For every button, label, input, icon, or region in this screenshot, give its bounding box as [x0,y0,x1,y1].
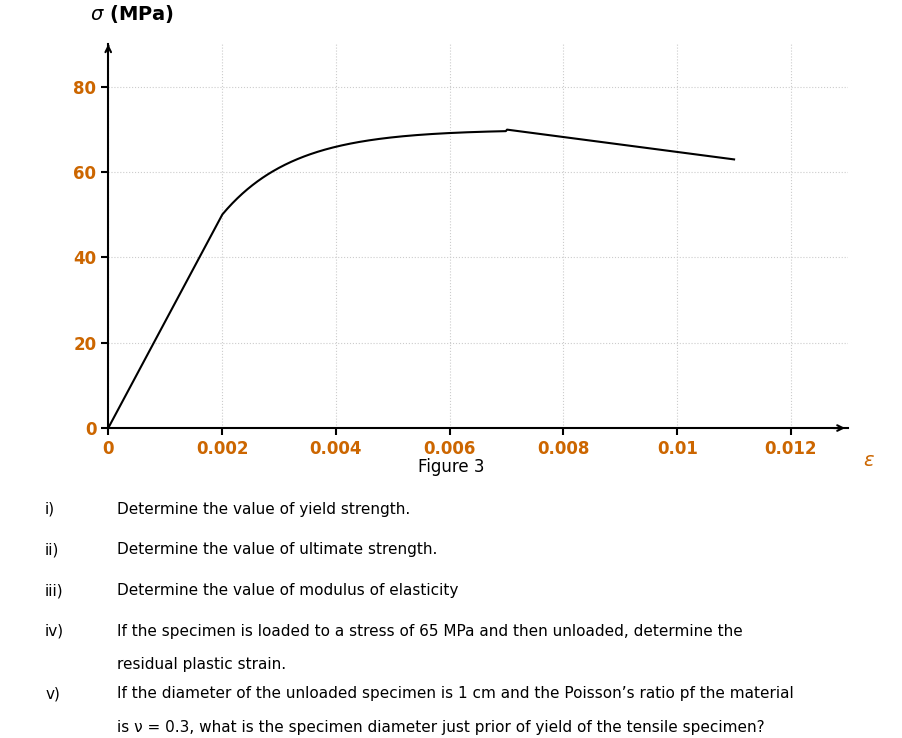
Text: $\sigma$ (MPa): $\sigma$ (MPa) [89,3,174,25]
Text: $\varepsilon$: $\varepsilon$ [862,451,875,470]
Text: iv): iv) [45,624,64,638]
Text: If the specimen is loaded to a stress of 65 MPa and then unloaded, determine the: If the specimen is loaded to a stress of… [117,624,743,638]
Text: ii): ii) [45,542,60,557]
Text: Determine the value of ultimate strength.: Determine the value of ultimate strength… [117,542,437,557]
Text: Determine the value of modulus of elasticity: Determine the value of modulus of elasti… [117,583,458,598]
Text: i): i) [45,502,55,517]
Text: is ν = 0.3, what is the specimen diameter just prior of yield of the tensile spe: is ν = 0.3, what is the specimen diamete… [117,720,765,734]
Text: v): v) [45,686,60,701]
Text: Determine the value of yield strength.: Determine the value of yield strength. [117,502,410,517]
Text: Figure 3: Figure 3 [418,458,484,475]
Text: If the diameter of the unloaded specimen is 1 cm and the Poisson’s ratio pf the : If the diameter of the unloaded specimen… [117,686,794,701]
Text: iii): iii) [45,583,64,598]
Text: residual plastic strain.: residual plastic strain. [117,657,287,672]
